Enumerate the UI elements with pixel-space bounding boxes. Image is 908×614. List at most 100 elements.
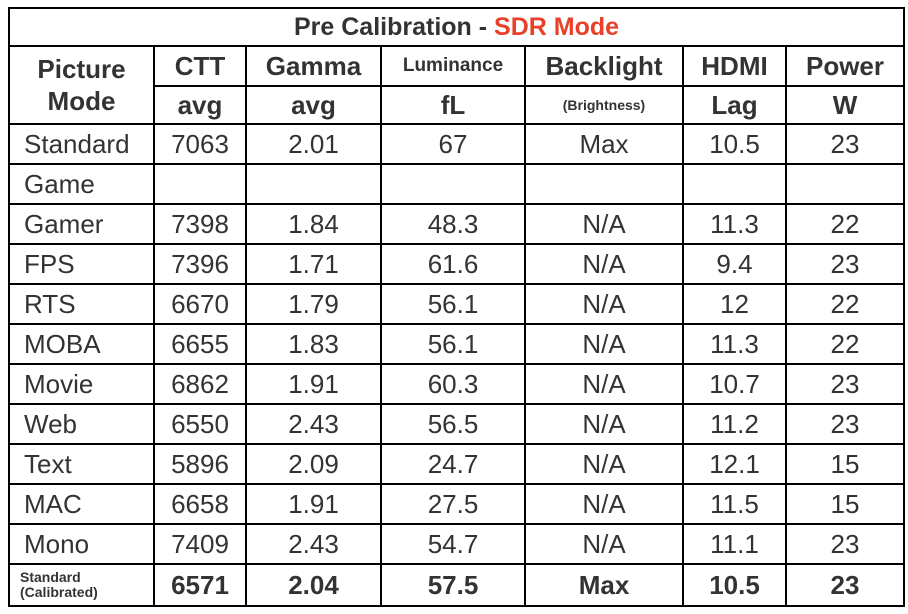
hdmi-lag-cell: 11.3 (682, 203, 787, 245)
ctt-cell: 6550 (153, 403, 247, 445)
calibration-table-container: Pre Calibration - SDR Mode Picture Mode … (7, 7, 906, 607)
header-hdmi: HDMI (682, 45, 787, 87)
luminance-cell: 48.3 (380, 203, 526, 245)
table-row: Text 5896 2.09 24.7 N/A 12.1 15 (8, 443, 906, 485)
ctt-cell: 6655 (153, 323, 247, 365)
header-picture-mode-line2: Mode (47, 86, 116, 116)
gamma-cell: 1.79 (245, 283, 382, 325)
power-cell: 15 (784, 443, 906, 485)
luminance-cell: 24.7 (380, 443, 526, 485)
luminance-cell: 67 (380, 123, 526, 165)
power-cell: 22 (784, 203, 906, 245)
gamma-cell: 2.09 (245, 443, 382, 485)
title-main: Pre Calibration - (293, 12, 495, 41)
luminance-cell: 56.1 (380, 323, 526, 365)
ctt-cell: 5896 (153, 443, 247, 485)
power-cell: 23 (784, 243, 906, 285)
hdmi-lag-cell: 12.1 (682, 443, 787, 485)
gamma-cell: 1.71 (245, 243, 382, 285)
gamma-cell (245, 163, 382, 205)
hdmi-lag-cell (682, 163, 787, 205)
ctt-cell: 6862 (153, 363, 247, 405)
luminance-cell: 56.1 (380, 283, 526, 325)
backlight-cell (524, 163, 684, 205)
table-row: MOBA 6655 1.83 56.1 N/A 11.3 22 (8, 323, 906, 365)
power-cell: 23 (784, 563, 906, 607)
hdmi-lag-cell: 11.2 (682, 403, 787, 445)
gamma-cell: 1.91 (245, 363, 382, 405)
hdmi-lag-cell: 10.5 (682, 123, 787, 165)
picture-mode-cell: RTS (8, 283, 155, 325)
backlight-cell: N/A (524, 323, 684, 365)
power-cell: 22 (784, 323, 906, 365)
picture-mode-cell: Movie (8, 363, 155, 405)
header-ctt-unit: avg (153, 85, 247, 125)
picture-mode-cell: Standard (8, 123, 155, 165)
picture-mode-cell: Mono (8, 523, 155, 565)
power-cell: 22 (784, 283, 906, 325)
table-row: Web 6550 2.43 56.5 N/A 11.2 23 (8, 403, 906, 445)
table-title: Pre Calibration - SDR Mode (7, 7, 906, 47)
hdmi-lag-cell: 11.3 (682, 323, 787, 365)
picture-mode-cell: MAC (8, 483, 155, 525)
backlight-cell: N/A (524, 483, 684, 525)
table-row: Standard 7063 2.01 67 Max 10.5 23 (8, 123, 906, 165)
header-picture-mode: Picture Mode (8, 45, 155, 125)
gamma-cell: 1.83 (245, 323, 382, 365)
hdmi-lag-cell: 11.1 (682, 523, 787, 565)
gamma-cell: 2.01 (245, 123, 382, 165)
hdmi-lag-cell: 12 (682, 283, 787, 325)
header-gamma-unit: avg (245, 85, 382, 125)
header-hdmi-unit: Lag (682, 85, 787, 125)
backlight-cell: Max (524, 123, 684, 165)
title-accent: SDR Mode (494, 12, 620, 41)
power-cell: 23 (784, 363, 906, 405)
header-backlight-unit: (Brightness) (524, 85, 684, 125)
luminance-cell: 27.5 (380, 483, 526, 525)
gamma-cell: 1.84 (245, 203, 382, 245)
table-row: RTS 6670 1.79 56.1 N/A 12 22 (8, 283, 906, 325)
luminance-cell: 61.6 (380, 243, 526, 285)
luminance-cell: 54.7 (380, 523, 526, 565)
ctt-cell: 7409 (153, 523, 247, 565)
table-row: FPS 7396 1.71 61.6 N/A 9.4 23 (8, 243, 906, 285)
picture-mode-cell: MOBA (8, 323, 155, 365)
ctt-cell: 7396 (153, 243, 247, 285)
picture-mode-cell: Standard (Calibrated) (8, 563, 155, 607)
power-cell: 23 (784, 523, 906, 565)
picture-mode-cell: Text (8, 443, 155, 485)
power-cell: 23 (784, 403, 906, 445)
backlight-cell: N/A (524, 363, 684, 405)
backlight-cell: N/A (524, 523, 684, 565)
ctt-cell: 7063 (153, 123, 247, 165)
table-row: Movie 6862 1.91 60.3 N/A 10.7 23 (8, 363, 906, 405)
picture-mode-cell: FPS (8, 243, 155, 285)
hdmi-lag-cell: 9.4 (682, 243, 787, 285)
table-row-calibrated: Standard (Calibrated) 6571 2.04 57.5 Max 10.5 2… (8, 563, 906, 607)
ctt-cell: 6658 (153, 483, 247, 525)
backlight-cell: N/A (524, 403, 684, 445)
gamma-cell: 1.91 (245, 483, 382, 525)
luminance-cell: 57.5 (380, 563, 526, 607)
power-cell: 23 (784, 123, 906, 165)
table-row: Game (8, 163, 906, 205)
ctt-cell: 6670 (153, 283, 247, 325)
backlight-cell: Max (524, 563, 684, 607)
hdmi-lag-cell: 10.5 (682, 563, 787, 607)
header-backlight: Backlight (524, 45, 684, 87)
backlight-cell: N/A (524, 443, 684, 485)
header-picture-mode-line1: Picture (37, 54, 126, 84)
picture-mode-cell: Gamer (8, 203, 155, 245)
ctt-cell: 7398 (153, 203, 247, 245)
ctt-cell (153, 163, 247, 205)
power-cell (784, 163, 906, 205)
hdmi-lag-cell: 11.5 (682, 483, 787, 525)
hdmi-lag-cell: 10.7 (682, 363, 787, 405)
backlight-cell: N/A (524, 203, 684, 245)
header-luminance-unit: fL (380, 85, 526, 125)
header-ctt: CTT (153, 45, 247, 87)
ctt-cell: 6571 (153, 563, 247, 607)
luminance-cell (380, 163, 526, 205)
gamma-cell: 2.43 (245, 403, 382, 445)
luminance-cell: 60.3 (380, 363, 526, 405)
